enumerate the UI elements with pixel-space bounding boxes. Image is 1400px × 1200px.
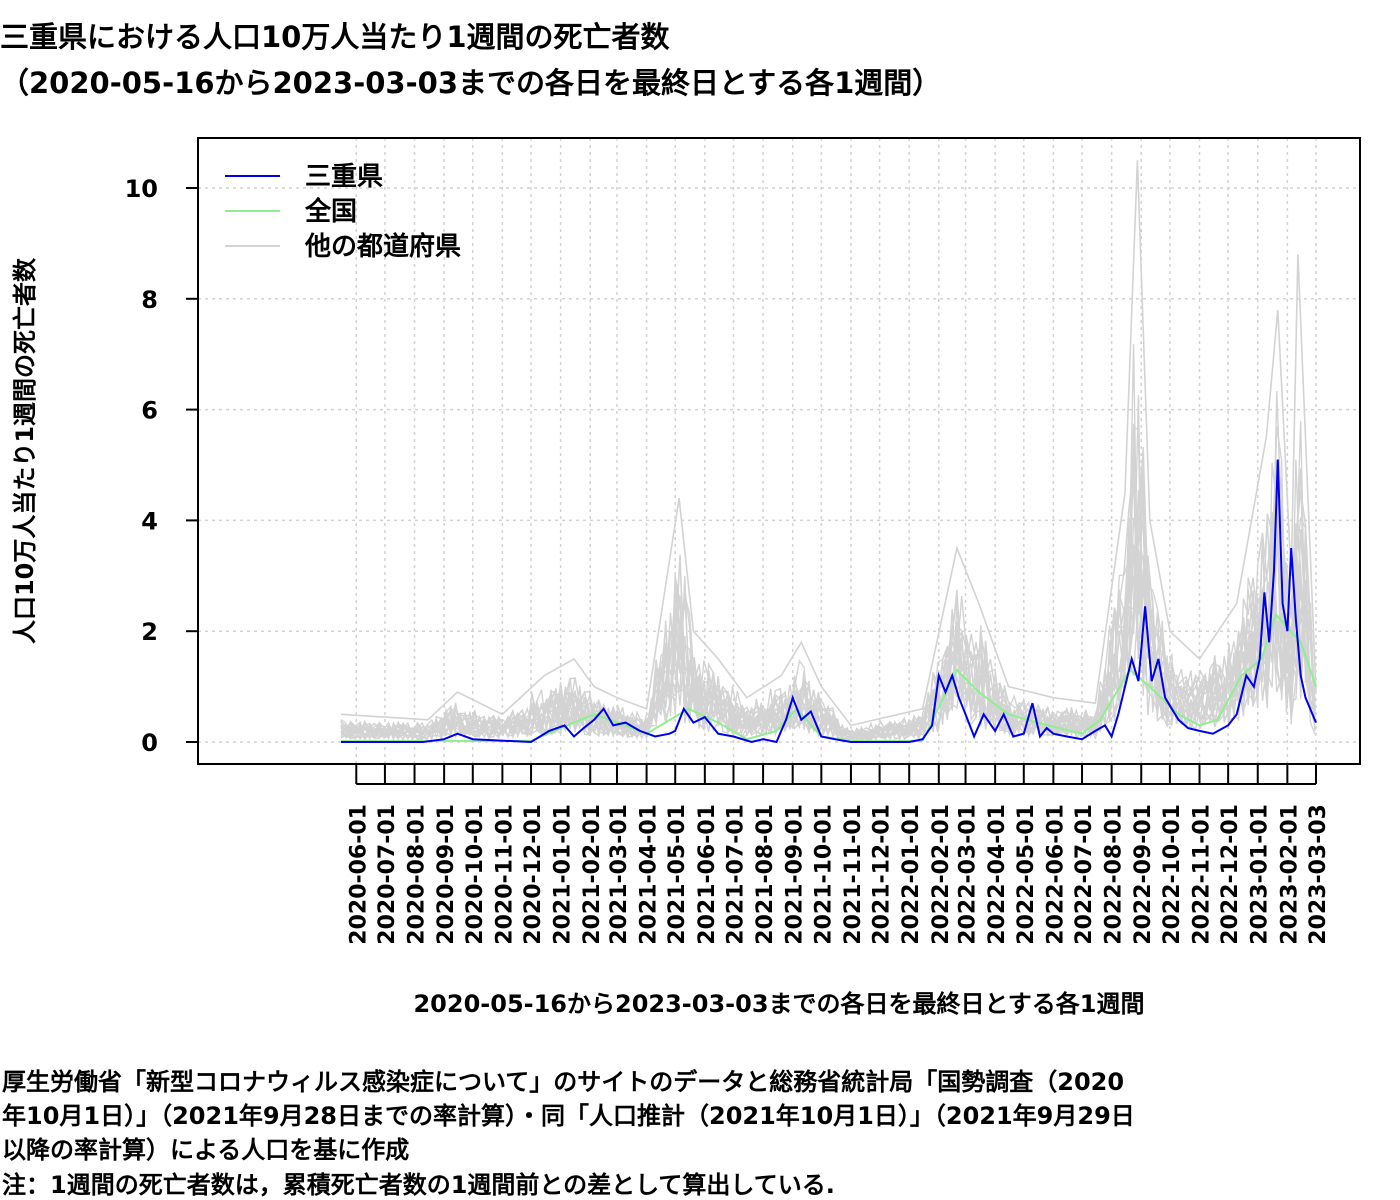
x-tick-label: 2021-10-01 [811, 804, 836, 945]
x-tick-label: 2021-05-01 [665, 804, 690, 945]
y-tick-label: 2 [141, 618, 158, 646]
x-tick-label: 2020-07-01 [375, 804, 400, 945]
x-tick-label: 2022-12-01 [1218, 804, 1243, 945]
other-prefecture-line [340, 461, 1316, 742]
footnote-line-4: 注：1週間の死亡者数は，累積死亡者数の1週間前との差として算出している. [2, 1171, 835, 1199]
other-prefecture-line [340, 477, 1316, 741]
y-tick-label: 0 [141, 729, 158, 757]
x-tick-label: 2021-03-01 [607, 804, 632, 945]
x-tick-label: 2021-04-01 [637, 804, 662, 945]
chart-title-line2: （2020-05-16から2023-03-03までの各日を最終日とする各1週間） [0, 66, 942, 100]
x-tick-label: 2023-03-03 [1306, 804, 1331, 945]
other-prefectures-lines [340, 160, 1317, 742]
y-tick-label: 10 [125, 175, 158, 203]
x-tick-label: 2021-09-01 [783, 804, 808, 945]
x-tick-label: 2020-09-01 [434, 804, 459, 945]
x-tick-label: 2022-04-01 [985, 804, 1010, 945]
x-tick-label: 2020-12-01 [521, 804, 546, 945]
x-tick-label: 2022-06-01 [1043, 804, 1068, 945]
other-prefecture-line [340, 344, 1316, 742]
x-tick-label: 2022-03-01 [956, 804, 981, 945]
x-tick-label: 2021-07-01 [723, 804, 748, 945]
y-tick-label: 4 [141, 507, 158, 535]
x-tick-label: 2022-11-01 [1189, 804, 1214, 945]
plot-frame [197, 137, 1361, 765]
x-tick-label: 2023-02-01 [1277, 804, 1302, 945]
y-tick-label: 6 [141, 397, 158, 425]
x-tick-label: 2022-02-01 [929, 804, 954, 945]
x-tick-label: 2020-11-01 [492, 804, 517, 945]
x-tick-label: 2021-01-01 [551, 804, 576, 945]
x-tick-label: 2020-10-01 [463, 804, 488, 945]
x-tick-label: 2021-06-01 [695, 804, 720, 945]
footnote-line-1: 厚生労働省「新型コロナウィルス感染症について」のサイトのデータと総務省統計局「国… [2, 1068, 1125, 1096]
footnote-line-2: 年10月1日）」（2021年9月28日までの率計算）・同「人口推計（2021年1… [2, 1102, 1135, 1130]
x-tick-label: 2021-08-01 [753, 804, 778, 945]
y-axis-label: 人口10万人当たり1週間の死亡者数 [11, 257, 39, 644]
x-tick-label: 2022-01-01 [899, 804, 924, 945]
x-tick-label: 2021-11-01 [841, 804, 866, 945]
x-tick-label: 2022-09-01 [1131, 804, 1156, 945]
series-line-mie [341, 459, 1317, 744]
series-lines [341, 459, 1317, 744]
x-tick-label: 2022-10-01 [1160, 804, 1185, 945]
x-tick-label: 2021-02-01 [580, 804, 605, 945]
chart-title-line1: 三重県における人口10万人当たり1週間の死亡者数 [0, 20, 670, 54]
x-axis-label: 2020-05-16から2023-03-03までの各日を最終日とする各1週間 [413, 990, 1144, 1018]
legend-label: 三重県 [305, 162, 383, 192]
x-tick-label: 2022-07-01 [1072, 804, 1097, 945]
grid-lines [198, 138, 1360, 764]
x-tick-label: 2022-05-01 [1014, 804, 1039, 945]
legend-label: 他の都道府県 [304, 231, 461, 262]
x-tick-label: 2021-12-01 [870, 804, 895, 945]
x-tick-label: 2020-06-01 [346, 804, 371, 945]
x-tick-label: 2023-01-01 [1248, 804, 1273, 945]
legend-label: 全国 [304, 196, 357, 227]
x-axis: 2020-06-01 2020-07-01 2020-08-01 2020-09-01… [346, 764, 1331, 945]
y-axis: 0 2 4 6 8 10 [125, 175, 198, 757]
x-tick-label: 2022-08-01 [1102, 804, 1127, 945]
other-prefecture-line [340, 517, 1316, 741]
x-tick-label: 2020-08-01 [405, 804, 430, 945]
footnote-line-3: 以降の率計算）による人口を基に作成 [2, 1136, 410, 1164]
y-tick-label: 8 [141, 286, 158, 314]
series-line-other-prefectures [340, 160, 1317, 727]
other-prefecture-line [340, 462, 1316, 741]
